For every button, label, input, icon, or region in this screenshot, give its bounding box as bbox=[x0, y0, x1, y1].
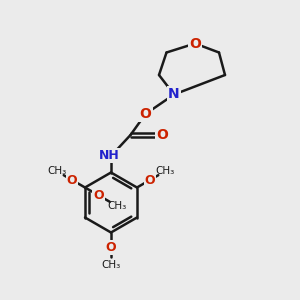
Text: CH₃: CH₃ bbox=[108, 201, 127, 211]
Text: CH₃: CH₃ bbox=[155, 166, 175, 176]
Text: CH₃: CH₃ bbox=[47, 166, 67, 176]
Text: O: O bbox=[67, 173, 77, 187]
Text: O: O bbox=[156, 128, 168, 142]
Text: O: O bbox=[145, 173, 155, 187]
Text: NH: NH bbox=[99, 149, 120, 162]
Text: CH₃: CH₃ bbox=[101, 260, 121, 270]
Text: N: N bbox=[168, 88, 180, 101]
Text: O: O bbox=[106, 241, 116, 254]
Text: O: O bbox=[140, 107, 152, 121]
Text: O: O bbox=[189, 37, 201, 50]
Text: O: O bbox=[93, 189, 104, 202]
